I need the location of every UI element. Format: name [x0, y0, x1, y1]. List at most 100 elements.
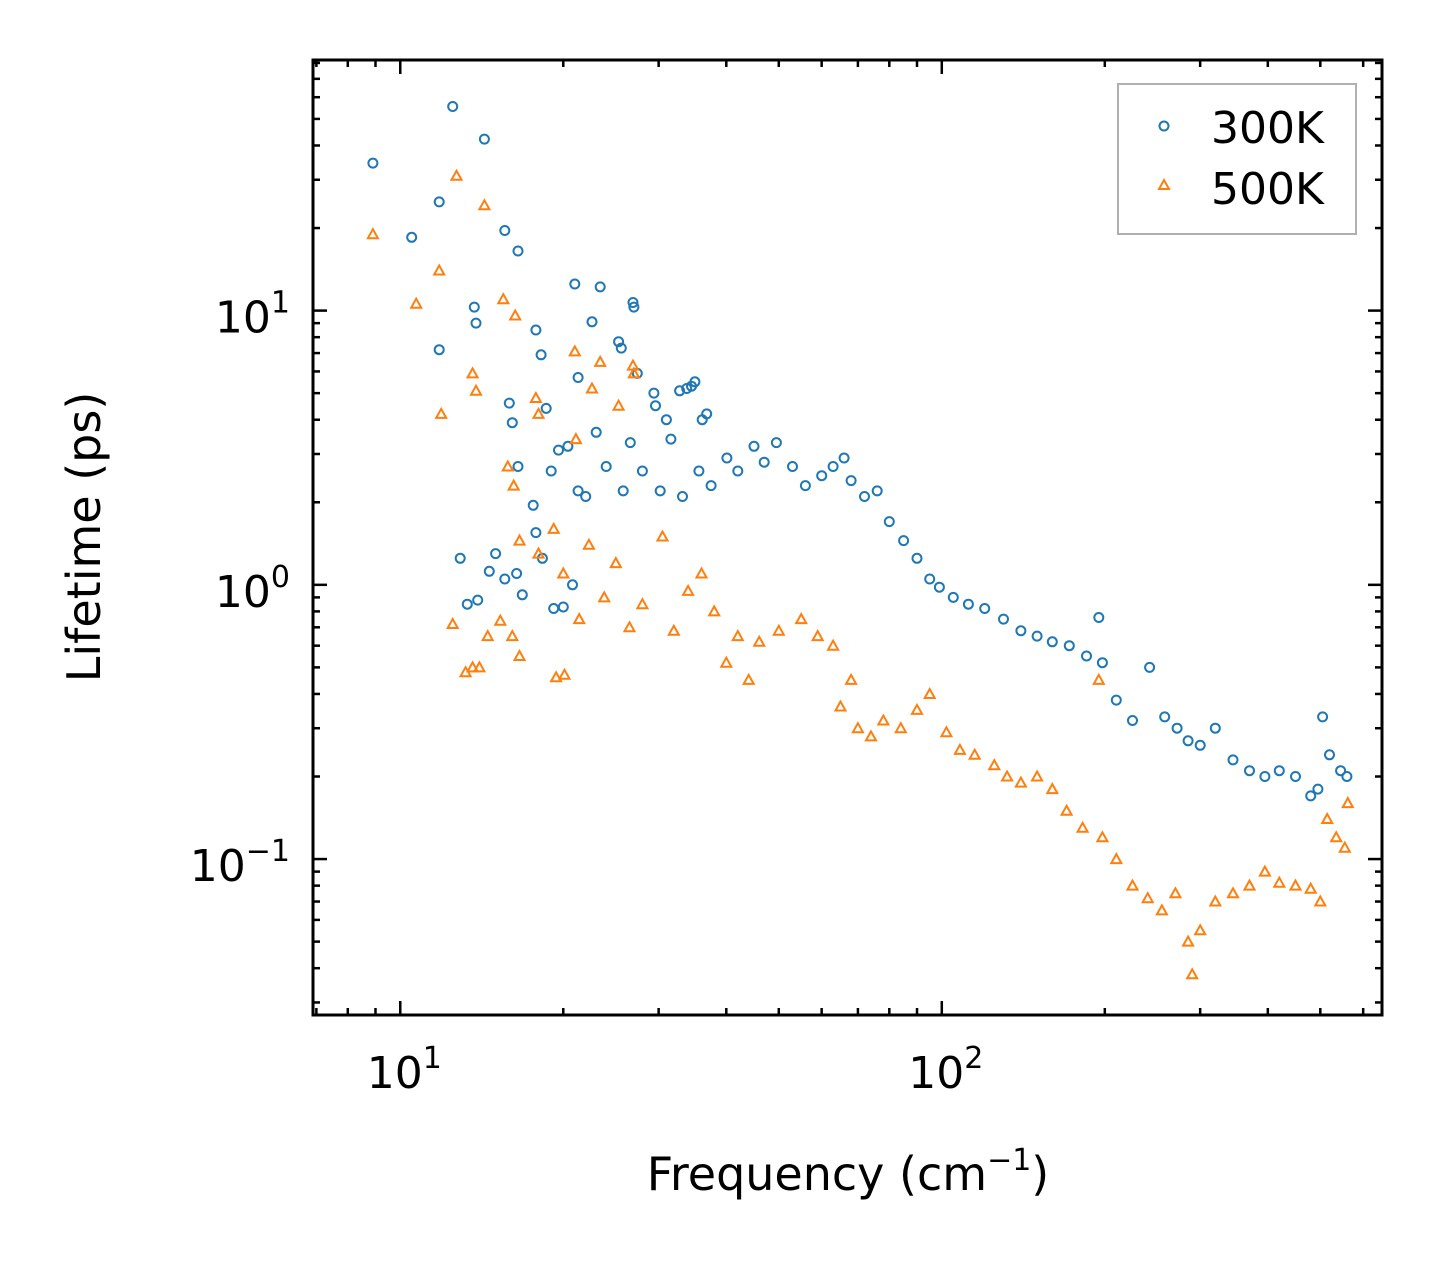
data-point	[582, 537, 596, 550]
data-point	[1092, 672, 1106, 685]
data-point	[1335, 765, 1347, 777]
data-point	[923, 686, 937, 699]
data-point	[1030, 769, 1044, 782]
data-point	[1168, 886, 1183, 899]
data-point	[529, 390, 543, 403]
data-point	[864, 729, 878, 742]
data-point	[512, 461, 524, 472]
data-point	[794, 612, 808, 625]
data-point	[1312, 783, 1324, 795]
data-point	[613, 336, 625, 348]
legend-marker-500k	[1157, 177, 1171, 190]
data-point	[693, 465, 705, 477]
data-point	[1242, 878, 1257, 891]
data-point	[719, 655, 733, 668]
data-point	[590, 426, 602, 438]
data-point	[1059, 803, 1074, 816]
data-point	[622, 620, 637, 633]
data-point	[512, 533, 527, 546]
data-point	[1273, 765, 1285, 777]
data-point	[844, 672, 858, 685]
data-point	[472, 594, 484, 606]
data-point	[594, 281, 606, 293]
data-point	[572, 485, 584, 497]
x-tick-label: 102	[908, 1041, 983, 1099]
data-point	[506, 417, 518, 429]
data-point	[569, 278, 581, 290]
data-point	[597, 590, 611, 603]
data-point	[465, 366, 480, 379]
data-point	[472, 660, 487, 673]
x-axis-label: Frequency (cm−1)	[647, 1143, 1050, 1201]
data-point	[705, 480, 717, 492]
data-point	[469, 383, 483, 396]
data-point	[406, 231, 418, 243]
data-points	[366, 101, 1355, 980]
data-point	[845, 475, 857, 487]
data-point	[516, 589, 528, 601]
data-point	[465, 660, 480, 673]
data-point	[748, 440, 760, 452]
data-point	[1045, 782, 1059, 795]
data-point	[366, 227, 380, 240]
data-point	[1227, 754, 1239, 766]
data-point	[1155, 903, 1169, 916]
data-point	[1272, 875, 1286, 888]
data-point	[468, 301, 480, 313]
data-point	[1290, 771, 1301, 782]
data-point	[531, 546, 546, 559]
data-point	[483, 565, 495, 577]
data-point	[615, 342, 627, 354]
data-point	[933, 581, 945, 593]
series-500k	[366, 168, 1355, 980]
data-point	[721, 452, 733, 464]
y-tick-label: 100	[215, 560, 290, 618]
data-point	[367, 157, 379, 169]
data-point	[433, 196, 445, 208]
data-point	[833, 699, 848, 712]
y-tick-label: 10−1	[190, 834, 290, 892]
axis-ticks	[313, 60, 1382, 1015]
data-point	[1259, 771, 1271, 782]
data-point	[569, 432, 583, 445]
data-point	[694, 566, 709, 579]
data-point	[1141, 891, 1155, 904]
data-point	[503, 397, 515, 409]
data-point	[593, 354, 607, 367]
data-point	[962, 598, 974, 610]
data-point	[1031, 630, 1043, 642]
data-point	[547, 521, 561, 534]
data-point	[628, 301, 640, 313]
data-point	[636, 465, 648, 477]
data-point	[910, 702, 924, 715]
data-point	[667, 623, 681, 636]
legend: 300K 500K	[1117, 83, 1357, 235]
data-point	[568, 344, 582, 357]
series-300k	[367, 101, 1353, 802]
data-point	[624, 437, 636, 449]
data-point	[1075, 820, 1090, 833]
data-point	[549, 670, 563, 683]
data-point	[871, 485, 883, 497]
data-point	[894, 721, 908, 734]
y-tick-label: 101	[215, 286, 290, 344]
data-point	[535, 349, 547, 361]
data-point	[742, 672, 756, 685]
data-point	[1081, 650, 1092, 662]
data-point	[572, 372, 584, 383]
data-point	[586, 316, 598, 328]
data-point	[648, 387, 660, 399]
data-point	[1305, 790, 1317, 802]
data-point	[1304, 881, 1318, 894]
data-point	[1244, 765, 1255, 777]
data-point	[1063, 640, 1075, 652]
data-point	[527, 499, 539, 511]
data-point	[883, 516, 895, 528]
data-point	[654, 485, 666, 497]
data-point	[548, 603, 560, 614]
data-point	[617, 485, 629, 497]
data-point	[567, 579, 578, 591]
data-point	[545, 465, 557, 477]
data-point	[1182, 735, 1194, 747]
data-point	[674, 385, 686, 397]
